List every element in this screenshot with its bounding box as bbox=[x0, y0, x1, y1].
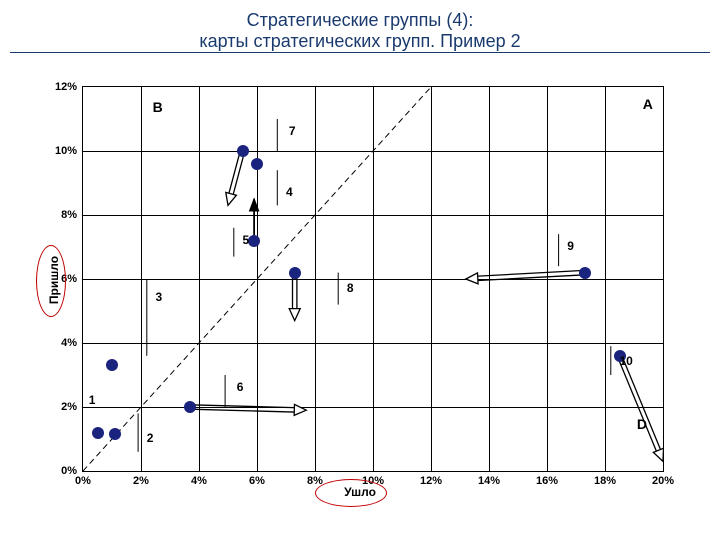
data-point bbox=[289, 267, 301, 279]
title-line-2: карты стратегических групп. Пример 2 bbox=[10, 31, 710, 52]
y-tick: 0% bbox=[61, 465, 77, 477]
chart-area: 0%2%4%6%8%10%12%14%16%18%20%0%2%4%6%8%10… bbox=[82, 86, 664, 472]
point-label: 7 bbox=[289, 124, 296, 138]
y-tick: 8% bbox=[61, 209, 77, 221]
x-tick: 6% bbox=[249, 475, 265, 487]
point-label: 3 bbox=[156, 290, 163, 304]
point-label: 4 bbox=[286, 185, 293, 199]
data-point bbox=[106, 359, 118, 371]
y-tick: 10% bbox=[55, 145, 77, 157]
x-tick: 16% bbox=[536, 475, 558, 487]
x-tick: 12% bbox=[420, 475, 442, 487]
data-point bbox=[237, 145, 249, 157]
data-point bbox=[248, 235, 260, 247]
data-point bbox=[579, 267, 591, 279]
data-point bbox=[92, 427, 104, 439]
data-point bbox=[184, 401, 196, 413]
title-line-1: Стратегические группы (4): bbox=[10, 10, 710, 31]
chart-overlay bbox=[83, 87, 663, 471]
x-tick: 18% bbox=[594, 475, 616, 487]
quadrant-label: B bbox=[153, 99, 163, 115]
point-label: 9 bbox=[567, 239, 574, 253]
point-label: 8 bbox=[347, 281, 354, 295]
x-tick: 0% bbox=[75, 475, 91, 487]
data-point bbox=[251, 158, 263, 170]
point-label: 2 bbox=[147, 431, 154, 445]
y-tick: 4% bbox=[61, 337, 77, 349]
x-tick: 4% bbox=[191, 475, 207, 487]
quadrant-label: D bbox=[637, 416, 647, 432]
x-tick: 14% bbox=[478, 475, 500, 487]
point-label: 10 bbox=[620, 354, 633, 368]
highlight-oval bbox=[36, 245, 66, 317]
y-tick: 2% bbox=[61, 401, 77, 413]
y-tick: 12% bbox=[55, 81, 77, 93]
point-label: 6 bbox=[237, 380, 244, 394]
point-label: 5 bbox=[243, 233, 250, 247]
x-tick: 20% bbox=[652, 475, 674, 487]
point-label: 1 bbox=[89, 393, 96, 407]
x-tick: 2% bbox=[133, 475, 149, 487]
data-point bbox=[109, 428, 121, 440]
highlight-oval bbox=[315, 479, 387, 507]
quadrant-label: A bbox=[643, 96, 653, 112]
